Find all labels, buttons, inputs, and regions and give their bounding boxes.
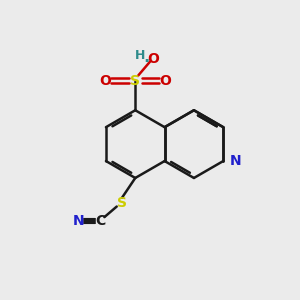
Text: H: H	[134, 49, 145, 62]
Text: O: O	[99, 74, 111, 88]
Text: S: S	[117, 196, 127, 210]
Text: N: N	[230, 154, 242, 168]
Text: O: O	[159, 74, 171, 88]
Text: N: N	[73, 214, 85, 228]
Text: C: C	[95, 214, 105, 228]
Text: S: S	[130, 74, 140, 88]
Text: O: O	[148, 52, 160, 66]
Text: .: .	[143, 48, 150, 66]
